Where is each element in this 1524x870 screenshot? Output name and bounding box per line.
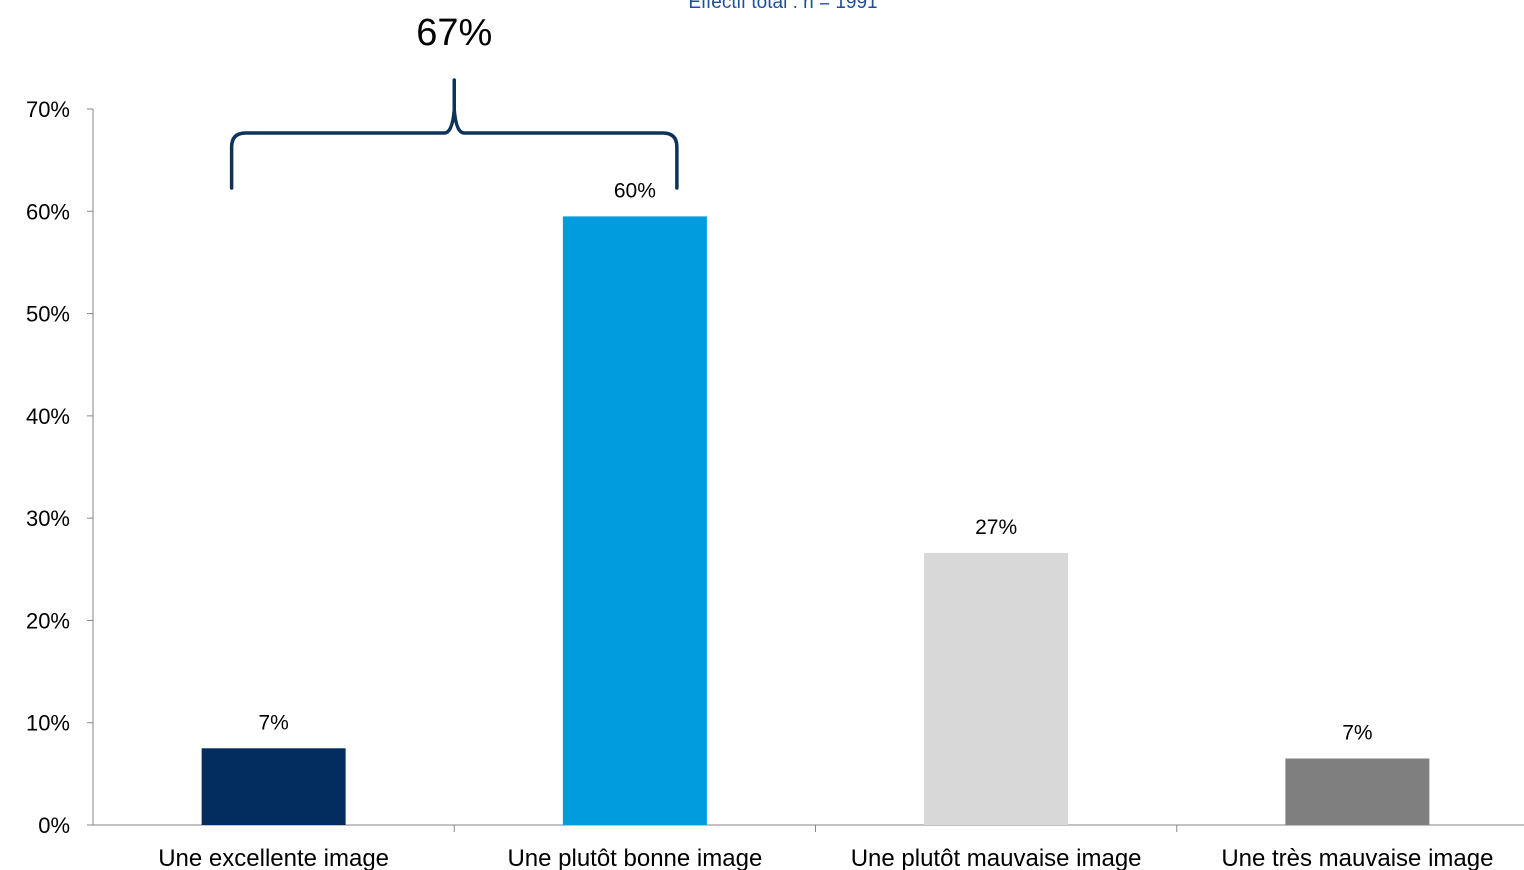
- bar: [201, 748, 346, 825]
- chart-subtitle: Effectif total : n = 1991: [688, 0, 877, 13]
- y-tick-label: 20%: [26, 608, 70, 633]
- y-tick-label: 40%: [26, 404, 70, 429]
- brace-annotation: 67%: [229, 12, 679, 190]
- bar: [924, 552, 1069, 825]
- y-tick-label: 50%: [26, 302, 70, 327]
- data-label: 27%: [975, 516, 1017, 539]
- y-tick-label: 60%: [26, 199, 70, 224]
- x-tick-label: Une plutôt bonne image: [507, 845, 762, 870]
- data-label: 7%: [258, 711, 288, 734]
- x-tick-label: Une excellente image: [158, 845, 389, 870]
- bars: [201, 216, 1430, 825]
- x-tick-label: Une très mauvaise image: [1221, 845, 1493, 870]
- y-tick-label: 70%: [26, 97, 70, 122]
- bar: [1285, 758, 1430, 825]
- data-label: 7%: [1342, 722, 1372, 745]
- x-tick-label: Une plutôt mauvaise image: [851, 845, 1142, 870]
- data-labels: 7% 60% 27% 7%: [258, 179, 1372, 744]
- brace-label: 67%: [416, 12, 492, 54]
- bar: [562, 216, 707, 825]
- axes: 0% 10% 20% 30% 40% 50% 60% 70% Une excellente im…: [26, 97, 1524, 870]
- y-tick-label: 10%: [26, 711, 70, 736]
- y-tick-label: 30%: [26, 506, 70, 531]
- y-tick-label: 0%: [38, 813, 70, 838]
- brace-shape: [229, 78, 679, 190]
- data-label: 60%: [614, 179, 656, 202]
